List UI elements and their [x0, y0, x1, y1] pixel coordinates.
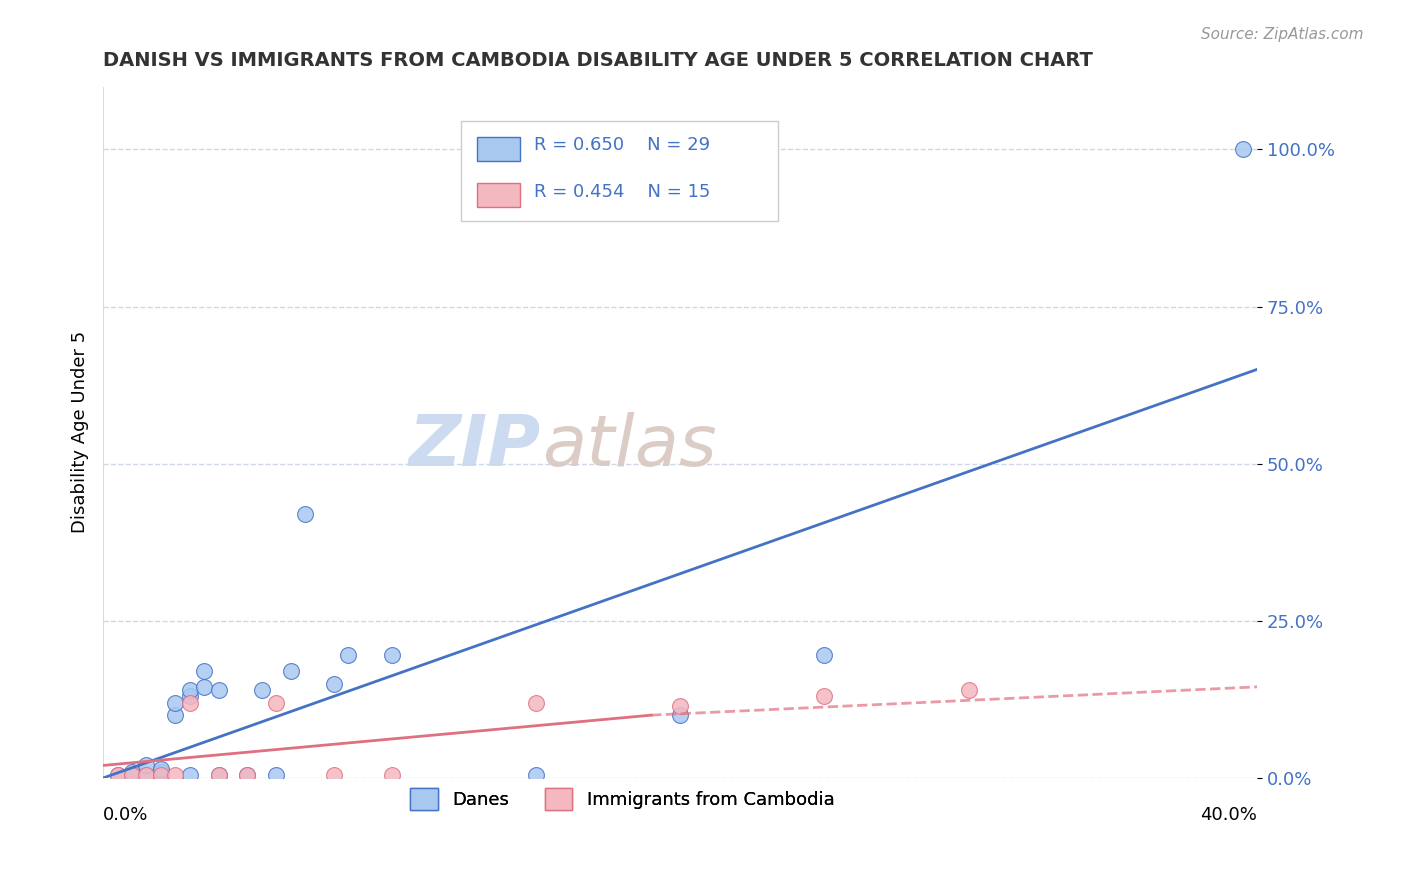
Point — [207, 768, 229, 782]
Point — [121, 764, 143, 779]
Point — [165, 696, 187, 710]
Point — [165, 708, 187, 723]
Point — [236, 768, 259, 782]
Point — [264, 696, 287, 710]
Y-axis label: Disability Age Under 5: Disability Age Under 5 — [72, 331, 89, 533]
Point — [322, 676, 344, 690]
Point — [179, 696, 201, 710]
Point — [121, 768, 143, 782]
Point — [264, 768, 287, 782]
FancyBboxPatch shape — [461, 121, 778, 221]
Point — [135, 768, 157, 782]
Point — [149, 768, 172, 782]
Point — [294, 507, 316, 521]
Point — [524, 768, 547, 782]
Point — [322, 768, 344, 782]
Point — [193, 664, 215, 678]
Point — [179, 690, 201, 704]
Point — [1232, 142, 1254, 156]
Point — [179, 768, 201, 782]
Text: R = 0.454    N = 15: R = 0.454 N = 15 — [533, 184, 710, 202]
Point — [149, 768, 172, 782]
Point — [207, 768, 229, 782]
Point — [165, 768, 187, 782]
Point — [524, 696, 547, 710]
Point — [813, 648, 835, 663]
Text: DANISH VS IMMIGRANTS FROM CAMBODIA DISABILITY AGE UNDER 5 CORRELATION CHART: DANISH VS IMMIGRANTS FROM CAMBODIA DISAB… — [103, 51, 1092, 70]
Text: 0.0%: 0.0% — [103, 805, 149, 823]
Text: 40.0%: 40.0% — [1201, 805, 1257, 823]
Point — [135, 768, 157, 782]
Text: R = 0.650    N = 29: R = 0.650 N = 29 — [533, 136, 710, 154]
Point — [280, 664, 302, 678]
Point — [669, 698, 692, 713]
Point — [381, 648, 404, 663]
Point — [957, 683, 980, 698]
Point — [669, 708, 692, 723]
Point — [179, 683, 201, 698]
FancyBboxPatch shape — [477, 137, 520, 161]
Point — [381, 768, 404, 782]
Point — [135, 758, 157, 772]
FancyBboxPatch shape — [477, 183, 520, 207]
Text: atlas: atlas — [541, 411, 716, 481]
Point — [149, 764, 172, 779]
Text: ZIP: ZIP — [409, 411, 541, 481]
Point — [107, 768, 129, 782]
Point — [149, 762, 172, 776]
Point — [250, 683, 273, 698]
Point — [337, 648, 360, 663]
Point — [236, 768, 259, 782]
Point — [121, 768, 143, 782]
Point — [813, 690, 835, 704]
Point — [207, 683, 229, 698]
Point — [193, 680, 215, 694]
Legend: Danes, Immigrants from Cambodia: Danes, Immigrants from Cambodia — [404, 780, 842, 817]
Text: Source: ZipAtlas.com: Source: ZipAtlas.com — [1201, 27, 1364, 42]
Point — [107, 768, 129, 782]
